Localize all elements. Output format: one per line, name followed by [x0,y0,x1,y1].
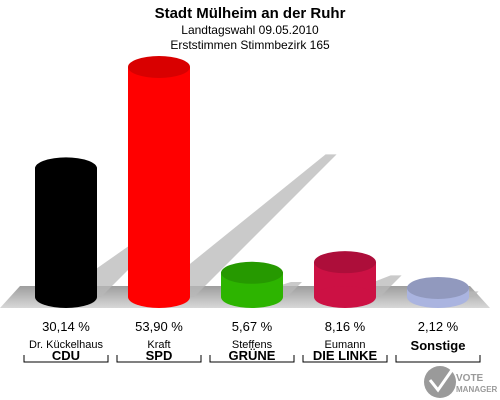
bar-spd [128,56,190,308]
category-bracket-3 [302,355,388,363]
bar-gr-ne [221,261,283,308]
candidate-label-1: Kraft [147,339,170,351]
logo-text-manager: MANAGER [456,385,498,394]
candidate-label-0: Dr. Kückelhaus [29,339,103,351]
category-bracket-0 [23,355,109,363]
party-label-3: DIE LINKE [313,348,378,363]
category-bracket-1 [116,355,202,363]
bar-die-linke [314,251,376,308]
vote-manager-logo: VOTE MANAGER [424,366,498,398]
logo-text-vote: VOTE [456,373,484,384]
candidate-label-2: Steffens [232,339,273,351]
value-label-1: 53,90 % [135,319,183,334]
party-label-4: Sonstige [411,338,466,353]
category-bracket-4 [395,355,481,363]
bar-sonstige [407,276,469,308]
value-label-3: 8,16 % [325,319,366,334]
value-label-4: 2,12 % [418,319,459,334]
bar-shadow-1 [149,154,337,297]
chart-subtitle-line-2: Erststimmen Stimmbezirk 165 [170,38,330,52]
bar-cdu [35,157,97,308]
chart-subtitle-line-1: Landtagswahl 09.05.2010 [181,23,319,37]
party-label-2: GRÜNE [229,348,276,363]
value-label-2: 5,67 % [232,319,273,334]
candidate-label-3: Eumann [325,339,366,351]
value-label-0: 30,14 % [42,319,90,334]
category-bracket-2 [209,355,295,363]
chart-title: Stadt Mülheim an der Ruhr [155,5,346,22]
party-label-1: SPD [146,348,173,363]
party-label-0: CDU [52,348,80,363]
